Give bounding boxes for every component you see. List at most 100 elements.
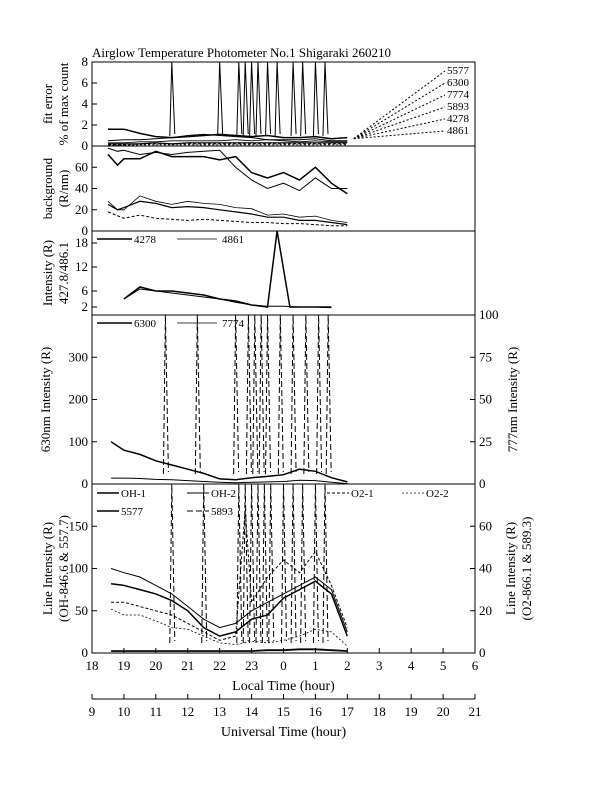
y-tick-label-right: 0	[479, 476, 486, 491]
spike-line	[255, 484, 262, 644]
universal-time-tick-label: 13	[213, 704, 226, 719]
legend: 6300 7774	[97, 318, 245, 330]
extrapolation-line	[353, 94, 446, 140]
legend-entry-o2-2: O2-2	[426, 488, 449, 500]
y-axis-label: Intensity (R)	[40, 240, 55, 306]
spike-line	[312, 62, 319, 137]
universal-time-tick-label: 18	[373, 704, 386, 719]
y-tick-label: 200	[69, 392, 89, 407]
y-axis-label-right: Line Intensity (R)	[503, 522, 518, 615]
series-group	[123, 231, 332, 309]
spike-line	[261, 484, 268, 644]
spike-line	[162, 315, 169, 475]
series-line-7774	[108, 139, 348, 144]
series-line-bg-e	[107, 211, 348, 227]
spike-line	[258, 315, 265, 475]
y-tick-label: 0	[82, 476, 89, 491]
extrapolation-line	[353, 106, 446, 140]
legend: OH-1 OH-2 O2-1 O2-2 5577 5893	[97, 488, 449, 518]
legend-entry-5577: 5577	[121, 506, 144, 518]
spike-line	[249, 484, 256, 644]
legend-entry-o2-1: O2-1	[351, 488, 374, 500]
series-line-5577	[108, 128, 348, 140]
y-tick-label: 4	[82, 96, 89, 111]
series-line-4278	[108, 143, 348, 146]
spike-line	[265, 62, 272, 137]
series-line-oh-2	[110, 568, 348, 633]
y-tick-label: 0	[82, 223, 89, 238]
spike-line	[312, 484, 319, 644]
y-tick-label: 40	[75, 181, 88, 196]
y-axis-label-2: 427.8/486.1	[56, 242, 71, 304]
y-axis-label-2: (OH-846.6 & 557.7)	[56, 515, 71, 622]
extrapolation-line	[353, 70, 446, 140]
series-line-o2-1	[111, 648, 348, 651]
local-time-tick-label: 22	[213, 658, 226, 673]
local-time-tick-label: 23	[245, 658, 258, 673]
local-time-tick-labels: 18 19 20 21 22 23 0 1 2 3 4 5 6	[86, 658, 479, 673]
legend-entry-5893: 5893	[211, 506, 234, 518]
spike-line	[316, 315, 323, 475]
series-label-4861: 4861	[447, 125, 469, 137]
y-tick-label: 0	[82, 645, 89, 660]
legend-entry-oh-2: OH-2	[211, 488, 236, 500]
spike-line	[322, 484, 329, 644]
local-time-tick-label: 6	[472, 658, 479, 673]
series-label-5577: 5577	[447, 65, 470, 77]
local-time-tick-label: 20	[149, 658, 162, 673]
series-line-5893	[110, 608, 348, 647]
y-tick-labels: 26 12 18	[75, 235, 89, 314]
series-label-6300: 6300	[447, 77, 470, 89]
y-tick-label: 20	[75, 202, 88, 217]
universal-time-tick-label: 19	[405, 704, 418, 719]
spike-line	[274, 62, 281, 137]
spike-line	[242, 62, 249, 137]
y-tick-label: 100	[69, 434, 89, 449]
spike-line	[249, 62, 256, 137]
figure-title: Airglow Temperature Photometer No.1 Shig…	[92, 45, 391, 60]
series-line-7774	[111, 477, 348, 484]
local-time-tick-label: 3	[376, 658, 383, 673]
y-tick-label: 60	[75, 159, 88, 174]
panel-intensity-blue: 26 12 18 Intensity (R) 427.8/486.1 4278 4861	[40, 230, 476, 316]
spike-line	[322, 62, 329, 137]
y-tick-label-right: 75	[479, 349, 492, 364]
local-time-tick-label: 4	[408, 658, 415, 673]
y-axis-label-right-2: (O2-866.1 & 589.3)	[519, 517, 534, 621]
panel-intensity-630-777: 0 100 200 300 0 25 50 75 100 630nm Intensity (R) 7…	[38, 307, 520, 491]
series-line-bg-d	[107, 200, 348, 226]
y-tick-label: 2	[82, 117, 89, 132]
local-time-tick-label: 18	[86, 658, 99, 673]
panel-fit-error: 0 2 4 6 8 fit error% of max count 557763007774…	[40, 54, 476, 153]
local-time-tick-label: 0	[280, 658, 287, 673]
y-tick-labels: 0 100 200 300	[69, 349, 89, 491]
y-axis-label: Line Intensity (R)	[40, 522, 55, 615]
y-tick-labels: 0 2 4 6 8	[82, 54, 89, 153]
spike-line	[325, 315, 332, 475]
series-line-4861	[108, 144, 348, 146]
spike-line	[252, 315, 259, 475]
extrapolation-line	[353, 130, 446, 140]
y-tick-label-right: 50	[479, 392, 492, 407]
legend-entry-4278: 4278	[134, 234, 157, 246]
universal-time-tick-label: 17	[341, 704, 355, 719]
universal-time-tick-label: 16	[309, 704, 323, 719]
spike-line	[201, 484, 208, 644]
series-label-7774: 7774	[447, 89, 470, 101]
y-axis-label-right: 777nm Intensity (R)	[505, 347, 520, 452]
y-tick-label-right: 60	[479, 518, 492, 533]
legend-entry-7774: 7774	[222, 318, 245, 330]
series-line-oh-1	[111, 580, 349, 637]
y-axis-label-2: % of max count	[56, 62, 71, 145]
legend-entry-oh-1: OH-1	[121, 488, 146, 500]
extrapolation-line	[353, 118, 446, 140]
universal-time-tick-label: 9	[89, 704, 96, 719]
spike-line	[245, 315, 252, 475]
series-line-bg-b	[107, 147, 348, 192]
y-tick-label: 12	[75, 259, 88, 274]
spike-line	[290, 62, 297, 137]
legend-entry-6300: 6300	[134, 318, 157, 330]
spike-line	[281, 484, 287, 644]
local-time-tick-label: 19	[117, 658, 130, 673]
